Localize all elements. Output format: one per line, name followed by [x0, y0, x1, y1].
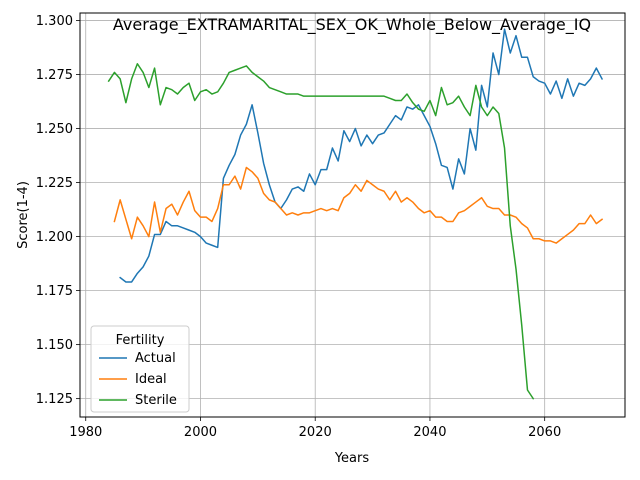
grid-lines: [80, 13, 625, 417]
x-tick-label: 2000: [184, 425, 217, 440]
y-tick-label: 1.225: [36, 176, 73, 191]
y-tick-label: 1.275: [36, 68, 73, 83]
x-axis-ticks: 1980 2000 2020 2040 2060: [69, 417, 561, 440]
y-tick-label: 1.125: [36, 392, 73, 407]
chart-title: Average_EXTRAMARITAL_SEX_OK_Whole_Below_…: [113, 15, 591, 35]
series-line-ideal: [113, 166, 604, 244]
legend: Fertility Actual Ideal Sterile: [90, 325, 190, 413]
x-tick-label: 1980: [69, 425, 102, 440]
series-line-sterile: [107, 63, 535, 400]
y-tick-label: 1.200: [36, 230, 73, 245]
y-axis-label: Score(1-4): [16, 181, 31, 249]
legend-box: [90, 325, 190, 413]
x-tick-label: 2060: [528, 425, 561, 440]
legend-label-ideal: Ideal: [135, 372, 167, 387]
legend-label-sterile: Sterile: [135, 393, 177, 408]
plot-frame: [79, 12, 626, 418]
y-tick-label: 1.150: [36, 338, 73, 353]
series-line-actual: [119, 28, 604, 283]
y-tick-label: 1.175: [36, 284, 73, 299]
legend-items: Actual Ideal Sterile: [99, 351, 177, 408]
series-layer: [107, 28, 604, 400]
legend-label-actual: Actual: [135, 351, 176, 366]
x-axis-label: Years: [334, 451, 370, 466]
x-tick-label: 2020: [299, 425, 332, 440]
y-axis-ticks: 1.125 1.150 1.175 1.200 1.225 1.250 1.275 1.300: [36, 14, 80, 407]
x-tick-label: 2040: [413, 425, 446, 440]
y-tick-label: 1.250: [36, 122, 73, 137]
legend-title: Fertility: [116, 333, 165, 348]
y-tick-label: 1.300: [36, 14, 73, 29]
